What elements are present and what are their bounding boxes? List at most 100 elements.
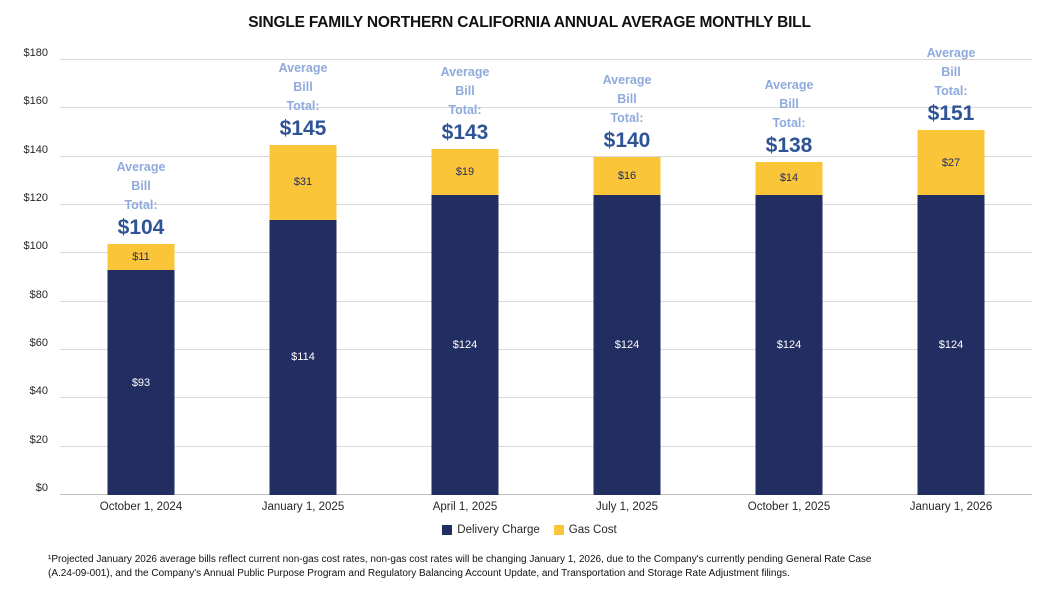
y-tick-label: $100 xyxy=(23,240,48,253)
y-tick-label: $140 xyxy=(23,143,48,156)
footnote: ¹Projected January 2026 average bills re… xyxy=(48,553,1008,580)
bar-segment-delivery-charge: $124 xyxy=(917,195,985,495)
y-axis: $0 $20 $40 $60 $80 $100 $120 $140 $160 $180 xyxy=(0,47,52,495)
y-tick-label: $180 xyxy=(23,47,48,59)
gridline-180 xyxy=(60,59,1032,60)
gridline-120 xyxy=(60,204,1032,205)
bar-segment-delivery-charge: $124 xyxy=(755,195,823,495)
caption-line: Bill xyxy=(293,79,313,94)
bar-segment-value: $93 xyxy=(131,376,151,389)
footnote-line-1: ¹Projected January 2026 average bills re… xyxy=(48,554,872,565)
bar-segment-value: $124 xyxy=(614,339,640,352)
bar-slot: $93 $11 Average Bill Total: $104 xyxy=(60,60,222,495)
legend-label: Gas Cost xyxy=(568,524,617,536)
bar-segment-gas-cost: $16 xyxy=(593,156,661,196)
category-label: April 1, 2025 xyxy=(432,501,498,513)
legend: Delivery Charge Gas Cost xyxy=(0,524,1059,536)
legend-item-delivery-charge: Delivery Charge xyxy=(442,524,540,536)
category-label: July 1, 2025 xyxy=(595,501,658,513)
stacked-bar: $93 $11 xyxy=(107,243,175,495)
caption-total-value: $104 xyxy=(117,215,165,239)
legend-swatch-icon xyxy=(553,525,564,535)
gridline-80 xyxy=(60,300,1032,302)
bar-segment-value: $11 xyxy=(132,250,150,263)
caption-line: Bill xyxy=(941,65,961,80)
caption-line: Total: xyxy=(610,110,644,125)
y-tick-label: $160 xyxy=(23,95,48,108)
bar-slot: $124 $19 Average Bill Total: $143 xyxy=(384,60,546,495)
bar-segment-gas-cost: $14 xyxy=(755,161,823,196)
bar-segment-delivery-charge: $93 xyxy=(107,270,175,495)
plot-area: $93 $11 Average Bill Total: $104 $114 $31 Averag… xyxy=(60,46,1032,495)
gridline-160 xyxy=(60,107,1032,109)
legend-label: Delivery Charge xyxy=(457,524,540,536)
average-bill-caption: Average Bill Total: $145 xyxy=(222,59,384,141)
caption-line: Total: xyxy=(286,98,320,113)
average-bill-caption: Average Bill Total: $143 xyxy=(384,63,546,145)
caption-line: Total: xyxy=(124,197,158,212)
chart-title: SINGLE FAMILY NORTHERN CALIFORNIA ANNUAL… xyxy=(248,14,811,31)
average-bill-caption: Average Bill Total: $138 xyxy=(708,76,870,158)
caption-line: Average xyxy=(926,46,976,61)
average-bill-caption: Average Bill Total: $140 xyxy=(546,71,708,153)
legend-item-gas-cost: Gas Cost xyxy=(553,524,617,536)
caption-total-value: $138 xyxy=(765,133,813,157)
average-bill-caption: Average Bill Total: $104 xyxy=(60,158,222,240)
caption-line: Average xyxy=(764,77,814,92)
stacked-bar: $124 $27 xyxy=(917,130,985,495)
y-tick-label: $60 xyxy=(29,337,48,349)
bar-segment-gas-cost: $11 xyxy=(107,243,175,271)
stacked-bar: $124 $16 xyxy=(593,156,661,495)
bar-segment-value: $114 xyxy=(291,351,315,364)
caption-line: Total: xyxy=(934,84,968,99)
stacked-bar: $124 $14 xyxy=(755,161,823,495)
y-tick-label: $20 xyxy=(29,433,48,446)
bar-segment-delivery-charge: $124 xyxy=(431,195,499,495)
caption-total-value: $151 xyxy=(927,102,975,126)
gridline-0 xyxy=(60,494,1032,495)
caption-line: Bill xyxy=(131,178,151,193)
legend-swatch-icon xyxy=(442,525,453,535)
caption-line: Average xyxy=(440,65,490,80)
bar-slot: $124 $16 Average Bill Total: $140 xyxy=(546,60,708,495)
x-axis-labels: October 1, 2024 January 1, 2025 April 1, 2… xyxy=(60,501,1032,517)
bar-slot: $114 $31 Average Bill Total: $145 xyxy=(222,60,384,495)
average-bill-caption: Average Bill Total: $151 xyxy=(870,44,1032,126)
caption-total-value: $140 xyxy=(603,128,651,152)
category-label: October 1, 2025 xyxy=(747,501,831,513)
caption-line: Average xyxy=(116,159,166,174)
bar-segment-value: $27 xyxy=(941,156,961,169)
bar-segment-delivery-charge: $124 xyxy=(593,195,661,495)
gridline-140 xyxy=(60,155,1032,157)
footnote-line-2: (A.24-09-001), and the Company's Annual … xyxy=(48,567,790,579)
bar-segment-gas-cost: $27 xyxy=(917,130,985,196)
stacked-bar: $114 $31 xyxy=(269,144,337,495)
caption-line: Bill xyxy=(779,96,799,111)
stacked-bar: $124 $19 xyxy=(431,149,499,495)
caption-line: Average xyxy=(278,60,328,75)
caption-line: Bill xyxy=(617,91,637,106)
category-label: January 1, 2026 xyxy=(909,501,993,513)
gridline-100 xyxy=(60,252,1032,254)
bar-segment-value: $14 xyxy=(779,172,799,185)
bar-segment-gas-cost: $19 xyxy=(431,149,499,196)
bar-segment-value: $19 xyxy=(455,166,475,179)
bar-segment-gas-cost: $31 xyxy=(269,144,337,220)
gridline-40 xyxy=(60,397,1032,399)
bar-segment-value: $16 xyxy=(617,170,637,183)
caption-total-value: $143 xyxy=(441,121,489,145)
gridline-60 xyxy=(60,349,1032,350)
bar-slot: $124 $14 Average Bill Total: $138 xyxy=(708,60,870,495)
y-tick-label: $80 xyxy=(29,288,48,301)
bar-segment-value: $124 xyxy=(452,339,478,352)
y-tick-label: $0 xyxy=(35,482,48,494)
bar-segment-value: $124 xyxy=(776,339,802,352)
caption-total-value: $145 xyxy=(279,116,327,140)
caption-line: Total: xyxy=(448,103,482,118)
bar-segment-value: $124 xyxy=(938,339,964,352)
bar-segment-value: $31 xyxy=(293,176,313,189)
y-tick-label: $120 xyxy=(23,192,48,204)
bar-segment-delivery-charge: $114 xyxy=(269,219,337,495)
caption-line: Bill xyxy=(455,84,475,99)
